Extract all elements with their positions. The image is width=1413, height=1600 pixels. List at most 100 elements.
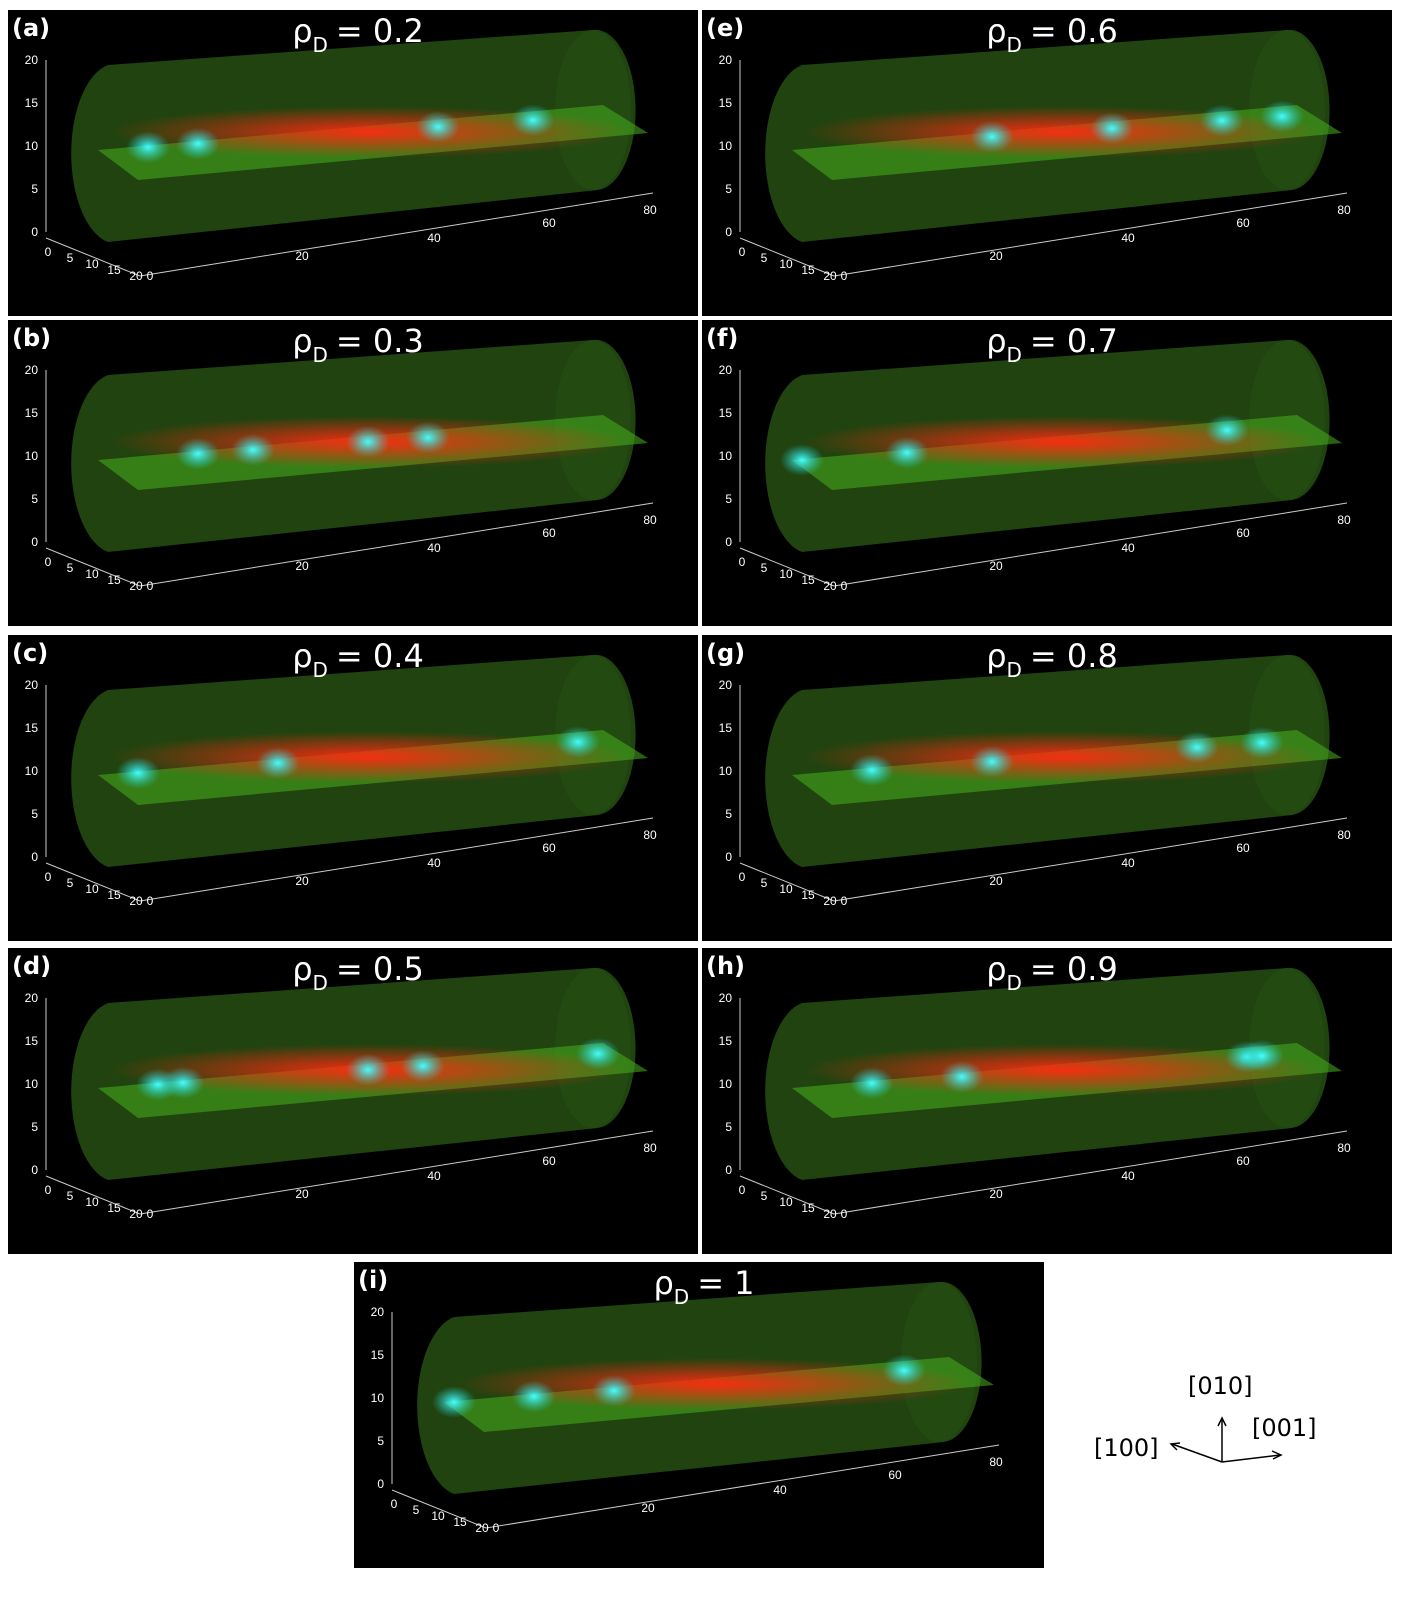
tick-label: 5 (31, 182, 38, 196)
title-value: = 0.8 (1030, 637, 1118, 675)
cyan-cluster (231, 434, 275, 466)
tick-label: 15 (801, 573, 815, 587)
tick-label: 10 (25, 1077, 39, 1091)
tick-label: 0 (841, 894, 848, 908)
title-value: = 0.2 (336, 12, 424, 50)
tick-label: 20 (25, 678, 39, 692)
tick-label: 10 (431, 1509, 445, 1523)
cyan-cluster (401, 1050, 445, 1082)
tick-label: 60 (1236, 1154, 1250, 1168)
tick-label: 5 (67, 876, 74, 890)
tick-label: 10 (719, 764, 733, 778)
tick-label: 10 (85, 882, 99, 896)
tick-label: 5 (67, 251, 74, 265)
tick-label: 80 (643, 203, 657, 217)
title-symbol: ρ (292, 950, 312, 988)
red-density (802, 106, 1322, 158)
tick-label: 0 (45, 1183, 52, 1197)
tick-label: 40 (1121, 541, 1135, 555)
tick-label: 5 (377, 1434, 384, 1448)
tick-label: 40 (1121, 231, 1135, 245)
tick-label: 20 (295, 559, 309, 573)
tick-label: 80 (643, 513, 657, 527)
cyan-cluster (126, 131, 170, 163)
tick-label: 5 (761, 251, 768, 265)
tick-label: 20 (823, 894, 837, 908)
title-subscript: D (313, 971, 328, 995)
title-symbol: ρ (986, 950, 1006, 988)
tick-label: 20 (25, 53, 39, 67)
tick-label: 10 (25, 449, 39, 463)
tick-label: 0 (45, 555, 52, 569)
tick-label: 0 (377, 1477, 384, 1491)
tick-label: 40 (1121, 856, 1135, 870)
panel-label: (g) (706, 639, 745, 667)
tick-label: 60 (1236, 216, 1250, 230)
title-symbol: ρ (986, 12, 1006, 50)
panel-label: (i) (358, 1266, 388, 1294)
cyan-cluster (940, 1061, 984, 1093)
tick-label: 20 (719, 363, 733, 377)
cyan-cluster (1090, 112, 1134, 144)
cyan-cluster (850, 1067, 894, 1099)
tick-label: 0 (841, 579, 848, 593)
tick-label: 5 (67, 561, 74, 575)
title-subscript: D (1007, 971, 1022, 995)
tick-label: 60 (1236, 526, 1250, 540)
tick-label: 0 (725, 225, 732, 239)
panel-label: (b) (12, 324, 51, 352)
tick-label: 10 (85, 567, 99, 581)
tick-label: 5 (725, 1120, 732, 1134)
cyan-cluster (1240, 1040, 1284, 1072)
axis-arrow (1222, 1455, 1280, 1462)
cyan-cluster (406, 422, 450, 454)
tick-label: 15 (801, 1201, 815, 1215)
tick-label: 20 (25, 363, 39, 377)
tick-label: 40 (427, 231, 441, 245)
panel: 0510152005101520020406080(b)ρD= 0.3 (8, 320, 698, 626)
cyan-cluster (970, 746, 1014, 778)
tick-label: 5 (31, 1120, 38, 1134)
cyan-cluster (1240, 727, 1284, 759)
tick-label: 10 (25, 139, 39, 153)
tick-label: 0 (31, 535, 38, 549)
tick-label: 5 (725, 807, 732, 821)
tick-label: 80 (643, 828, 657, 842)
title-symbol: ρ (292, 322, 312, 360)
tick-label: 60 (542, 526, 556, 540)
tick-label: 5 (413, 1503, 420, 1517)
panel-label: (d) (12, 952, 51, 980)
cyan-cluster (780, 444, 824, 476)
title-value: = 0.7 (1030, 322, 1118, 360)
tick-label: 0 (45, 245, 52, 259)
orientation-label: [100] (1094, 1434, 1159, 1462)
tick-label: 15 (719, 406, 733, 420)
tick-label: 15 (25, 1034, 39, 1048)
tick-label: 15 (801, 263, 815, 277)
tick-label: 0 (493, 1521, 500, 1535)
tick-label: 0 (147, 894, 154, 908)
tick-label: 80 (1337, 513, 1351, 527)
tick-label: 0 (147, 269, 154, 283)
title-value: = 0.9 (1030, 950, 1118, 988)
tick-label: 60 (542, 841, 556, 855)
tick-label: 15 (719, 1034, 733, 1048)
title-subscript: D (1007, 658, 1022, 682)
tick-label: 0 (725, 1163, 732, 1177)
cyan-cluster (512, 1380, 556, 1412)
tick-label: 20 (641, 1501, 655, 1515)
orientation-label: [010] (1188, 1372, 1253, 1400)
tick-label: 20 (25, 991, 39, 1005)
cyan-cluster (885, 437, 929, 469)
tick-label: 15 (453, 1515, 467, 1529)
tick-label: 60 (542, 1154, 556, 1168)
tick-label: 60 (888, 1468, 902, 1482)
title-value: = 0.5 (336, 950, 424, 988)
tick-label: 10 (779, 882, 793, 896)
tick-label: 10 (25, 764, 39, 778)
tick-label: 20 (823, 579, 837, 593)
tick-label: 10 (719, 139, 733, 153)
cyan-cluster (576, 1038, 620, 1070)
